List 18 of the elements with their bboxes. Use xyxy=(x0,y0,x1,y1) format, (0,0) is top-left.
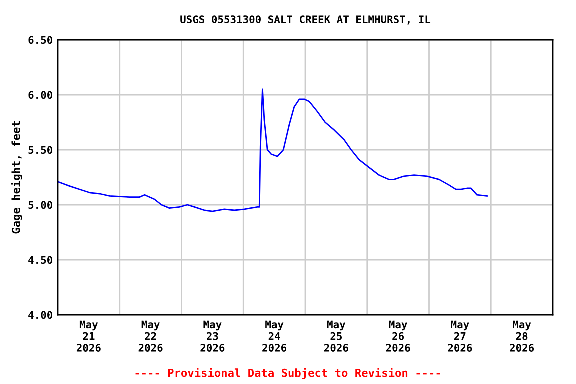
y-axis-title: Gage height, feet xyxy=(11,122,22,234)
x-tick-label: May 25 2026 xyxy=(324,320,348,352)
line-series xyxy=(58,88,488,212)
y-tick-label: 6.50 xyxy=(28,36,53,44)
y-tick-label: 5.50 xyxy=(28,146,53,154)
x-tick-label: May 28 2026 xyxy=(510,320,534,352)
y-tick-label: 5.00 xyxy=(28,201,53,210)
x-tick-label: May 22 2026 xyxy=(138,320,163,352)
y-tick-label: 4.00 xyxy=(28,311,53,320)
y-tick-label: 6.00 xyxy=(28,91,53,100)
x-tick-label: May 26 2026 xyxy=(386,320,410,352)
x-tick-label: May 27 2026 xyxy=(448,320,472,352)
x-tick-label: May 23 2026 xyxy=(200,320,225,352)
x-tick-label: May 21 2026 xyxy=(76,320,101,352)
text: ---- Provisional Data Subject to Revision ---- xyxy=(136,368,440,380)
chart-title: USGS 05531300 SALT CREEK AT ELMHURST, IL xyxy=(180,16,431,25)
x-tick-label: May 24 2026 xyxy=(262,320,287,352)
y-tick-label: 4.50 xyxy=(28,256,53,264)
